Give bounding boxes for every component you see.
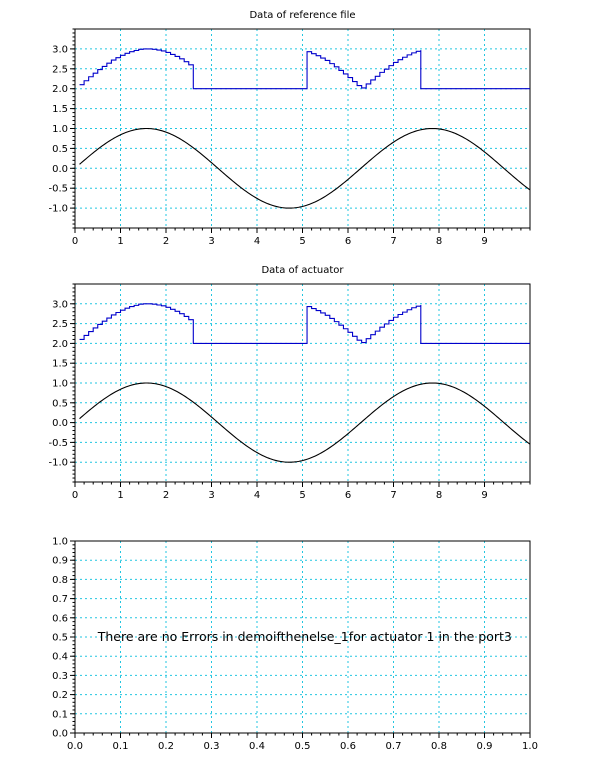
x-tick-label: 0.1 bbox=[113, 741, 129, 752]
y-tick-label: 0.2 bbox=[52, 690, 68, 701]
y-tick-label: 2.5 bbox=[52, 64, 68, 75]
y-tick-label: 0.0 bbox=[52, 729, 68, 740]
chart-title: Data of reference file bbox=[249, 10, 355, 21]
x-tick-label: 6 bbox=[345, 490, 351, 501]
chart-title: Data of actuator bbox=[261, 265, 344, 276]
x-tick-label: 9 bbox=[481, 490, 487, 501]
x-tick-label: 8 bbox=[436, 236, 442, 247]
y-tick-label: -0.5 bbox=[48, 184, 68, 195]
y-tick-label: 0.0 bbox=[52, 164, 68, 175]
x-tick-label: 2 bbox=[163, 490, 169, 501]
x-tick-label: 5 bbox=[299, 236, 305, 247]
y-tick-label: 1.5 bbox=[52, 104, 68, 115]
x-tick-label: 0 bbox=[72, 490, 78, 501]
y-tick-label: 0.6 bbox=[52, 613, 68, 624]
step-series-line bbox=[79, 48, 530, 90]
x-tick-label: 1.0 bbox=[522, 741, 538, 752]
y-tick-label: 0.9 bbox=[52, 556, 68, 567]
y-tick-label: 1.0 bbox=[52, 379, 68, 390]
y-tick-label: -1.0 bbox=[48, 204, 68, 215]
x-tick-label: 5 bbox=[299, 490, 305, 501]
x-tick-label: 2 bbox=[163, 236, 169, 247]
x-tick-label: 0.9 bbox=[477, 741, 493, 752]
y-tick-label: -1.0 bbox=[48, 458, 68, 469]
y-tick-label: 3.0 bbox=[52, 44, 68, 55]
x-tick-label: 1 bbox=[117, 236, 123, 247]
x-tick-label: 6 bbox=[345, 236, 351, 247]
x-tick-label: 0.7 bbox=[386, 741, 402, 752]
x-tick-label: 0 bbox=[72, 236, 78, 247]
y-tick-label: 1.5 bbox=[52, 359, 68, 370]
x-tick-label: 3 bbox=[208, 236, 214, 247]
chart-1: Data of reference file 0 1 2 3 4 5 6 7 8 9 -1.0 -0.5… bbox=[48, 10, 531, 247]
y-tick-label: 2.0 bbox=[52, 84, 68, 95]
y-tick-label: 0.0 bbox=[52, 418, 68, 429]
y-tick-label: 0.8 bbox=[52, 575, 68, 586]
sine-series-line bbox=[79, 382, 531, 463]
x-tick-label: 7 bbox=[390, 490, 396, 501]
y-tick-label: 1.0 bbox=[52, 124, 68, 135]
y-tick-label: 2.5 bbox=[52, 319, 68, 330]
y-tick-label: -0.5 bbox=[48, 438, 68, 449]
y-tick-label: 1.0 bbox=[52, 537, 68, 548]
x-tick-label: 7 bbox=[390, 236, 396, 247]
x-tick-label: 3 bbox=[208, 490, 214, 501]
y-tick-label: 0.7 bbox=[52, 594, 68, 605]
x-tick-label: 0.5 bbox=[295, 741, 311, 752]
x-tick-label: 0.8 bbox=[431, 741, 447, 752]
x-tick-label: 4 bbox=[254, 236, 260, 247]
y-tick-label: 0.4 bbox=[52, 652, 68, 663]
sine-series-line bbox=[79, 127, 531, 209]
x-tick-label: 1 bbox=[117, 490, 123, 501]
y-tick-label: 3.0 bbox=[52, 299, 68, 310]
x-tick-label: 0.6 bbox=[340, 741, 356, 752]
chart-3: 0.0 0.1 0.2 0.3 0.4 0.5 0.6 0.7 0.8 0.9 1.0 0.0 0.1 0… bbox=[52, 537, 538, 753]
x-tick-label: 0.4 bbox=[249, 741, 265, 752]
annotation-text: There are no Errors in demoifthenelse_1f… bbox=[97, 629, 512, 644]
y-tick-label: 0.5 bbox=[52, 633, 68, 644]
step-series-line bbox=[79, 303, 530, 344]
y-tick-label: 0.5 bbox=[52, 144, 68, 155]
y-tick-label: 2.0 bbox=[52, 339, 68, 350]
x-tick-label: 0.2 bbox=[158, 741, 174, 752]
x-tick-label: 0.3 bbox=[204, 741, 220, 752]
x-tick-label: 8 bbox=[436, 490, 442, 501]
y-tick-label: 0.5 bbox=[52, 398, 68, 409]
y-tick-label: 0.3 bbox=[52, 671, 68, 682]
x-tick-label: 0.0 bbox=[67, 741, 83, 752]
y-tick-label: 0.1 bbox=[52, 709, 68, 720]
x-tick-label: 9 bbox=[481, 236, 487, 247]
x-tick-label: 4 bbox=[254, 490, 260, 501]
chart-2: Data of actuator 0 1 2 3 4 5 6 7 8 9 -1.0 -0.5 0.0 0.5… bbox=[48, 265, 531, 501]
